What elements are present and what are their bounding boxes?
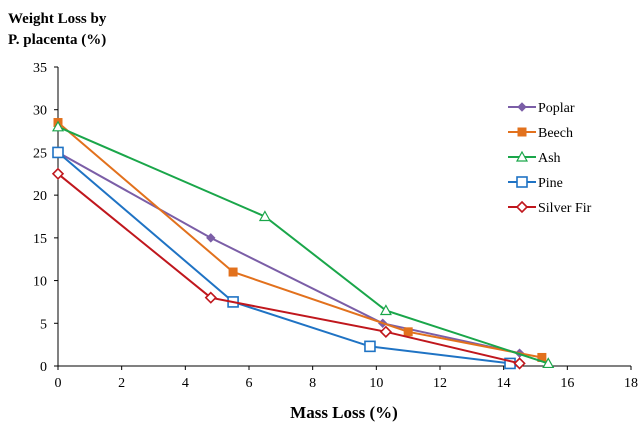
x-tick-label: 12 [433,376,447,391]
legend-label: Ash [538,151,561,166]
y-tick-label: 30 [33,104,47,119]
series-pine [52,146,516,370]
x-axis-title: Mass Loss (%) [290,403,398,422]
data-point-pine [364,340,376,353]
series-silver-fir [51,167,526,370]
x-tick-label: 0 [55,376,62,391]
legend-marker [515,150,529,162]
x-tick-label: 10 [369,376,383,391]
series-line-silver-fir [57,173,520,365]
legend-label: Silver Fir [538,201,592,216]
series-line-pine [57,151,511,365]
data-point-beech [228,267,238,277]
data-point-silver-fir [51,167,65,180]
y-tick-label: 5 [40,317,47,332]
legend: Poplar Beech Ash Pine Silver Fir [508,101,592,216]
data-point-ash [51,120,65,132]
data-point-ash [542,357,555,369]
x-tick-label: 2 [118,376,125,391]
series-poplar [53,147,525,358]
legend-item-ash: Ash [508,150,561,166]
legend-marker [516,176,528,188]
series-line-beech [57,121,543,359]
legend-marker [515,200,529,214]
x-tick-label: 18 [624,376,638,391]
series-line-ash [57,125,549,365]
y-tick-label: 0 [40,360,47,375]
legend-marker [517,102,527,112]
series-beech [53,118,547,362]
y-tick-label: 10 [33,275,47,290]
series-line-poplar [57,151,520,355]
legend-label: Beech [538,126,573,141]
series-ash [51,120,555,369]
legend-item-beech: Beech [508,126,573,141]
data-point-ash [379,304,392,316]
x-tick-label: 14 [497,376,511,391]
legend-label: Poplar [538,101,575,116]
legend-item-silver-fir: Silver Fir [508,200,592,216]
x-tick-label: 8 [309,376,316,391]
y-axis-title-line-1: Weight Loss by [8,11,107,27]
data-point-ash [258,210,271,222]
data-point-silver-fir [379,325,393,338]
data-point-beech [403,327,413,337]
x-tick-label: 4 [182,376,189,391]
y-tick-label: 15 [33,232,47,247]
y-tick-label: 35 [33,61,47,76]
legend-marker [517,127,527,137]
y-tick-label: 20 [33,189,47,204]
x-tick-label: 6 [246,376,253,391]
legend-item-poplar: Poplar [508,101,575,116]
data-point-poplar [206,233,216,243]
data-point-silver-fir [513,357,526,370]
data-point-pine [52,146,64,159]
data-point-silver-fir [204,291,217,304]
axes: 0 2 4 6 8 10 12 14 16 18 0 5 10 15 20 25 30 35 [33,61,638,391]
x-tick-label: 16 [560,376,574,391]
legend-item-pine: Pine [508,176,563,191]
y-tick-label: 25 [33,146,47,161]
y-axis-title-line-2: P. placenta (%) [8,32,106,48]
series-group [51,118,555,370]
legend-label: Pine [538,176,563,191]
